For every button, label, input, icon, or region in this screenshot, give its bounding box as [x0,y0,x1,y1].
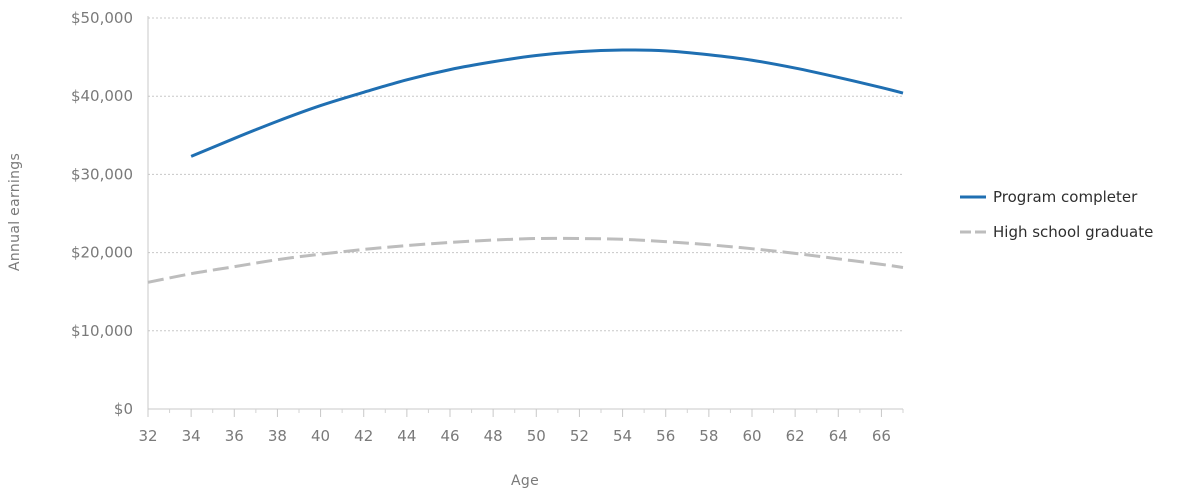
tick-labels: $0 $10,000 $20,000 $30,000 $40,000 $50,000 32 3… [71,9,891,445]
x-tick-label: 44 [397,427,416,445]
series-line-0 [190,48,904,158]
x-tick-label: 32 [138,427,157,445]
axes [147,16,904,417]
x-axis-title: Age [511,473,539,489]
y-tick-label: $40,000 [71,87,133,105]
legend: Program completer High school graduate [960,188,1153,241]
x-tick-label: 56 [656,427,675,445]
y-tick-label: $30,000 [71,165,133,183]
gridlines [148,17,903,332]
y-axis-title: Annual earnings [7,153,23,271]
x-tick-label: 52 [570,427,589,445]
x-tick-label: 40 [311,427,330,445]
series-lines [147,48,904,284]
x-tick-label: 64 [829,427,848,445]
x-tick-label: 38 [268,427,287,445]
x-tick-label: 48 [484,427,503,445]
legend-label: Program completer [993,188,1138,206]
x-tick-label: 60 [742,427,761,445]
legend-label: High school graduate [993,223,1153,241]
x-tick-label: 34 [182,427,201,445]
y-tick-label: $50,000 [71,9,133,27]
y-tick-label: $10,000 [71,322,133,340]
x-tick-label: 62 [786,427,805,445]
x-tick-label: 50 [527,427,546,445]
x-tick-label: 58 [699,427,718,445]
x-tick-label: 36 [225,427,244,445]
y-tick-label: $0 [114,400,133,418]
series-line-1 [147,236,904,284]
x-tick-label: 66 [872,427,891,445]
y-tick-label: $20,000 [71,244,133,262]
x-tick-label: 54 [613,427,632,445]
x-tick-label: 46 [440,427,459,445]
x-tick-label: 42 [354,427,373,445]
